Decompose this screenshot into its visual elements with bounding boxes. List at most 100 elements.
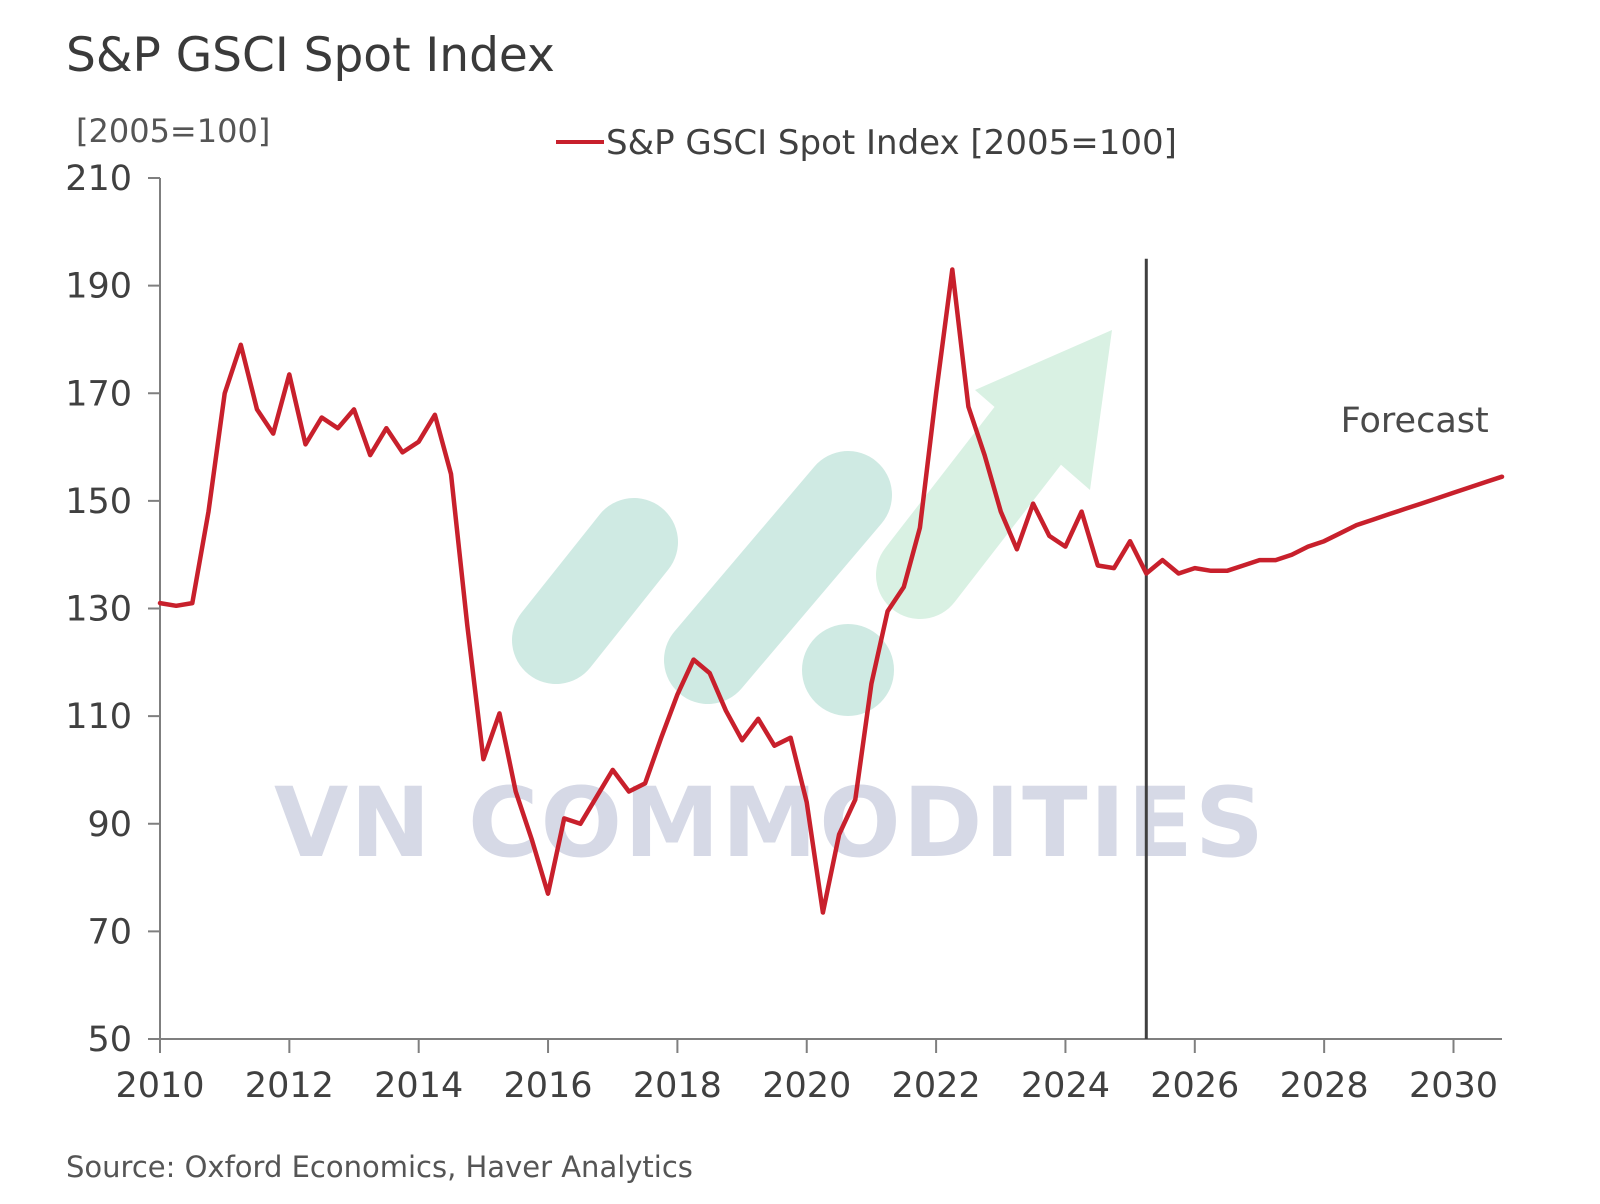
series-point — [1323, 540, 1326, 543]
series-point — [999, 510, 1002, 513]
series-point — [1403, 507, 1406, 510]
series-point — [530, 838, 533, 841]
series-point — [708, 672, 711, 675]
series-point — [886, 610, 889, 613]
series-point — [1355, 524, 1358, 527]
y-axis-ticks: 50 70 90 110 130 150 170 190 210 — [65, 159, 160, 1060]
series-point — [1064, 545, 1067, 548]
series-point — [1242, 564, 1245, 567]
series-point — [336, 427, 339, 430]
series-point — [595, 795, 598, 798]
series-point — [1209, 569, 1212, 572]
series-point — [1420, 502, 1423, 505]
series-point — [450, 472, 453, 475]
y-tick-label: 170 — [65, 374, 132, 414]
series-point — [563, 817, 566, 820]
series-point — [288, 373, 291, 376]
watermark-arrow-shaft — [876, 376, 1084, 619]
series-point — [692, 658, 695, 661]
series-point — [1371, 518, 1374, 521]
series-point — [1080, 510, 1083, 513]
watermark-bar-middle — [664, 451, 892, 704]
series-point — [821, 911, 824, 914]
y-axis-unit-label: [2005=100] — [76, 112, 270, 150]
legend-entry-label: S&P GSCI Spot Index [2005=100] — [606, 123, 1177, 163]
y-tick-label: 50 — [87, 1020, 132, 1060]
series-point — [207, 510, 210, 513]
y-tick-label: 70 — [87, 912, 132, 952]
y-tick-label: 130 — [65, 590, 132, 630]
series-point — [498, 712, 501, 715]
series-point — [660, 736, 663, 739]
source-note: Source: Oxford Economics, Haver Analytic… — [66, 1150, 693, 1184]
series-point — [320, 416, 323, 419]
series-point — [1436, 497, 1439, 500]
series-point — [1145, 572, 1148, 575]
series-point — [579, 822, 582, 825]
series-point — [1339, 532, 1342, 535]
x-axis-ticks: 2010 2012 2014 2016 2018 2020 2022 2024 2026 2028… — [115, 1039, 1498, 1106]
series-point — [1452, 491, 1455, 494]
series-point — [773, 744, 776, 747]
chart-title: S&P GSCI Spot Index — [66, 28, 555, 83]
series-point — [482, 758, 485, 761]
series-point — [854, 798, 857, 801]
y-tick-label: 110 — [65, 697, 132, 737]
x-tick-label: 2014 — [374, 1066, 463, 1106]
series-point — [466, 623, 469, 626]
watermark-bar-left — [512, 498, 678, 684]
series-point — [433, 413, 436, 416]
x-tick-label: 2022 — [892, 1066, 981, 1106]
series-point — [1193, 567, 1196, 570]
series-points — [159, 268, 1503, 914]
series-point — [191, 602, 194, 605]
series-point — [1129, 540, 1132, 543]
series-point — [1484, 481, 1487, 484]
series-point — [951, 268, 954, 271]
series-point — [272, 432, 275, 435]
series-point — [175, 604, 178, 607]
series-point — [870, 682, 873, 685]
series-point — [789, 736, 792, 739]
series-point — [644, 782, 647, 785]
series-point — [401, 451, 404, 454]
series-point — [1468, 486, 1471, 489]
series-point — [1032, 502, 1035, 505]
x-tick-label: 2018 — [633, 1066, 722, 1106]
watermark-logo: VN COMMODITIES — [274, 330, 1266, 879]
series-point — [1096, 564, 1099, 567]
series-point — [159, 602, 161, 605]
series-point — [1258, 559, 1261, 562]
series-point — [741, 739, 744, 742]
x-tick-label: 2028 — [1280, 1066, 1369, 1106]
series-point — [983, 454, 986, 457]
y-tick-label: 190 — [65, 267, 132, 307]
series-point — [1290, 553, 1293, 556]
series-point — [757, 717, 760, 720]
series-point — [547, 892, 550, 895]
series-point — [1226, 569, 1229, 572]
y-tick-label: 90 — [87, 805, 132, 845]
watermark-arrow-head — [975, 330, 1112, 490]
legend: S&P GSCI Spot Index [2005=100] — [556, 123, 1177, 163]
x-tick-label: 2020 — [762, 1066, 851, 1106]
series-point — [385, 427, 388, 430]
x-tick-label: 2024 — [1021, 1066, 1110, 1106]
x-tick-label: 2012 — [245, 1066, 334, 1106]
series-point — [611, 768, 614, 771]
series-point — [1112, 567, 1115, 570]
series-point — [918, 526, 921, 529]
series-point — [1274, 559, 1277, 562]
y-tick-label: 150 — [65, 482, 132, 522]
series-point — [369, 454, 372, 457]
series-point — [1048, 534, 1051, 537]
y-tick-label: 210 — [65, 159, 132, 199]
series-point — [935, 392, 938, 395]
watermark-text: VN COMMODITIES — [274, 767, 1266, 879]
series-point — [676, 693, 679, 696]
series-line-gsci — [157, 267, 1505, 915]
x-tick-label: 2010 — [115, 1066, 204, 1106]
series-point — [805, 801, 808, 804]
